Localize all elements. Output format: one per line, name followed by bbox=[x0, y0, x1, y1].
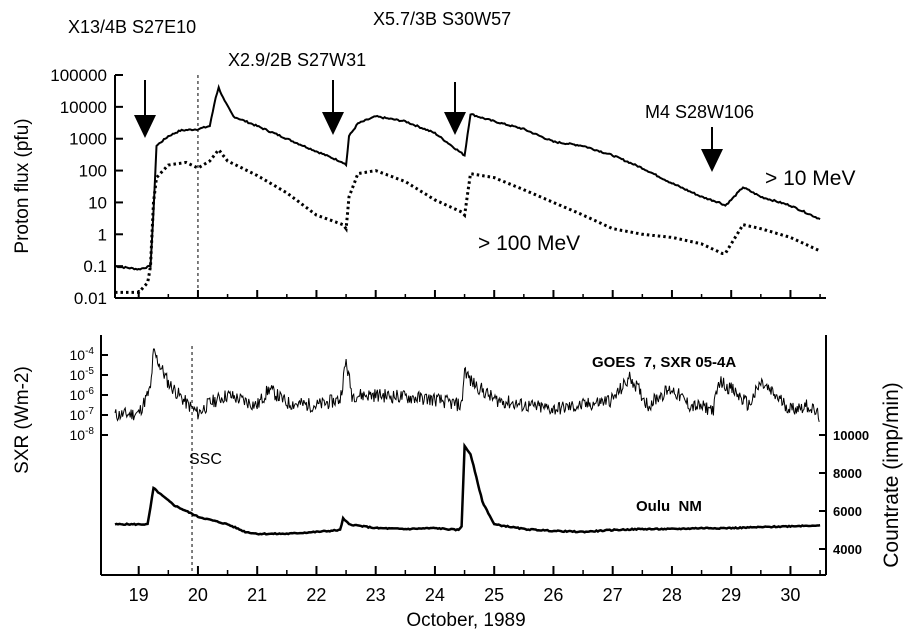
bottom-right-axis-label: Countrate (imp/min) bbox=[880, 382, 903, 568]
bottom-left-tick-label: 10-8 bbox=[70, 426, 95, 443]
top-panel: 0.01 0.1 1 10 100 1000 10000 100000 Proton flux… bbox=[12, 9, 855, 308]
top-y-tick-label: 10000 bbox=[60, 98, 107, 117]
bottom-x-tick-label: 20 bbox=[188, 585, 208, 605]
bottom-left-ticks: 10-4 10-5 10-6 10-7 10-8 bbox=[70, 346, 108, 443]
bottom-x-ticks: 19 20 21 22 23 24 25 26 27 28 29 30 bbox=[129, 566, 821, 605]
top-y-tick-label: 10 bbox=[88, 193, 107, 212]
top-y-tick-label: 1 bbox=[98, 225, 107, 244]
bottom-x-tick-label: 27 bbox=[603, 585, 623, 605]
flare-label-x5-7: X5.7/3B S30W57 bbox=[373, 9, 511, 29]
bottom-x-tick-label: 19 bbox=[129, 585, 149, 605]
top-x-ticks bbox=[137, 290, 821, 298]
bottom-x-tick-label: 24 bbox=[425, 585, 445, 605]
flare-label-m4: M4 S28W106 bbox=[645, 102, 754, 122]
bottom-x-tick-label: 21 bbox=[247, 585, 267, 605]
goes-sxr-line bbox=[114, 348, 820, 423]
ssc-label: SSC bbox=[189, 451, 222, 468]
flare-arrow-x13 bbox=[134, 80, 156, 138]
flare-arrow-x5-7 bbox=[444, 82, 466, 135]
bottom-right-tick-label: 10000 bbox=[833, 428, 869, 443]
flare-label-x2-9: X2.9/2B S27W31 bbox=[228, 50, 366, 70]
bottom-right-tick-label: 8000 bbox=[833, 466, 862, 481]
bottom-x-tick-label: 29 bbox=[721, 585, 741, 605]
series-100mev-label: > 100 MeV bbox=[478, 232, 580, 255]
bottom-x-tick-label: 23 bbox=[366, 585, 386, 605]
oulu-label: Oulu NM bbox=[636, 498, 702, 515]
bottom-x-tick-label: 22 bbox=[306, 585, 326, 605]
flare-arrow-m4 bbox=[701, 127, 723, 172]
flare-arrow-x2-9 bbox=[322, 80, 344, 135]
bottom-right-tick-label: 6000 bbox=[833, 504, 862, 519]
bottom-right-tick-label: 4000 bbox=[833, 542, 862, 557]
goes-label: GOES 7, SXR 05-4A bbox=[592, 354, 736, 371]
bottom-x-tick-label: 25 bbox=[484, 585, 504, 605]
flare-label-x13: X13/4B S27E10 bbox=[68, 17, 196, 37]
bottom-x-tick-label: 30 bbox=[780, 585, 800, 605]
bottom-left-tick-label: 10-4 bbox=[70, 346, 95, 363]
top-y-axis-label: Proton flux (pfu) bbox=[12, 118, 33, 253]
series-10mev-line bbox=[115, 83, 821, 271]
bottom-left-tick-label: 10-6 bbox=[70, 386, 95, 403]
top-y-tick-label: 100000 bbox=[50, 66, 107, 85]
bottom-x-tick-label: 28 bbox=[662, 585, 682, 605]
top-y-tick-label: 1000 bbox=[69, 130, 107, 149]
top-y-tick-label: 0.1 bbox=[83, 257, 107, 276]
bottom-left-tick-label: 10-7 bbox=[70, 406, 95, 423]
bottom-left-tick-label: 10-5 bbox=[70, 366, 95, 383]
top-y-tick-label: 0.01 bbox=[74, 289, 107, 308]
bottom-x-tick-label: 26 bbox=[543, 585, 563, 605]
bottom-panel: 10-4 10-5 10-6 10-7 10-8 10000 8000 6000 4000 1… bbox=[12, 335, 903, 631]
series-10mev-label: > 10 MeV bbox=[765, 167, 855, 190]
series-100mev-line bbox=[115, 147, 821, 294]
x-axis-title: October, 1989 bbox=[406, 610, 525, 631]
bottom-left-axis-label: SXR (Wm-2) bbox=[12, 366, 33, 474]
oulu-nm-line bbox=[114, 442, 821, 536]
bottom-right-ticks: 10000 8000 6000 4000 bbox=[819, 428, 869, 557]
top-y-ticks: 0.01 0.1 1 10 100 1000 10000 100000 bbox=[50, 66, 123, 308]
top-y-tick-label: 100 bbox=[79, 162, 107, 181]
